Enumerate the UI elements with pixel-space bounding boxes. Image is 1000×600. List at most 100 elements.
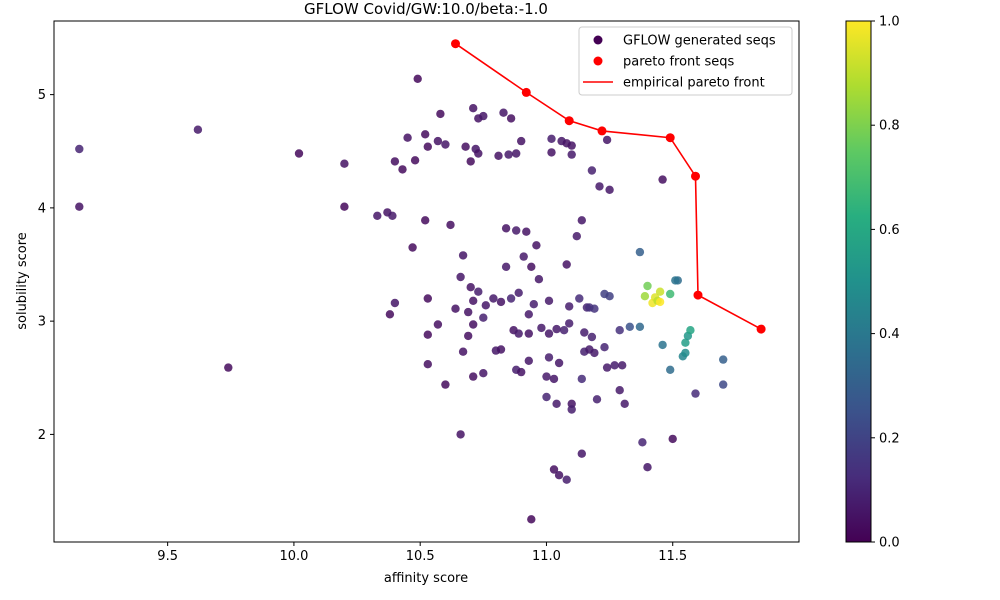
scatter-point	[549, 374, 559, 384]
pareto-point	[597, 126, 607, 136]
scatter-point	[554, 471, 564, 480]
scatter-point	[501, 262, 511, 271]
scatter-point	[542, 372, 551, 381]
scatter-point	[559, 326, 569, 335]
scatter-point	[469, 296, 478, 305]
scatter-point	[562, 475, 571, 484]
scatter-point	[512, 226, 521, 235]
scatter-point	[423, 360, 432, 369]
scatter-point	[403, 133, 412, 142]
legend: GFLOW generated seqs pareto front seqs e…	[578, 26, 793, 96]
colorbar-tick-label: 0.0	[879, 536, 900, 551]
scatter-point	[456, 272, 465, 282]
scatter-point	[524, 356, 533, 365]
scatter-point	[469, 104, 478, 113]
scatter-point	[577, 216, 586, 225]
scatter-point	[294, 149, 304, 158]
scatter-point	[456, 430, 465, 439]
pareto-point	[521, 87, 531, 97]
scatter-point	[514, 288, 523, 297]
x-tick-label: 10.0	[279, 549, 308, 564]
scatter-point	[501, 224, 511, 233]
x-tick-label: 9.5	[157, 549, 178, 564]
colorbar-tick-label: 0.6	[879, 223, 900, 238]
scatter-point	[681, 348, 690, 358]
scatter-point	[562, 260, 571, 269]
scatter-point	[527, 515, 536, 524]
scatter-point	[587, 332, 597, 342]
scatter-point	[686, 326, 695, 335]
y-tick-label: 5	[38, 88, 46, 103]
colorbar-tick-label: 1.0	[879, 15, 900, 30]
scatter-point	[592, 395, 602, 404]
legend-label-front: empirical pareto front	[623, 76, 765, 91]
pareto-point	[693, 290, 703, 300]
scatter-point	[655, 287, 665, 296]
scatter-point	[441, 380, 450, 389]
scatter-point	[496, 345, 506, 354]
scatter-point	[506, 294, 516, 303]
scatter-point	[668, 434, 677, 444]
scatter-point	[577, 449, 586, 458]
legend-label-pareto: pareto front seqs	[623, 55, 735, 70]
colorbar-gradient	[845, 20, 872, 543]
scatter-point	[421, 130, 430, 139]
colorbar-tick-label: 0.2	[879, 431, 900, 446]
scatter-point	[458, 347, 468, 356]
scatter-point	[620, 399, 629, 408]
scatter-point	[469, 372, 478, 381]
colorbar-ticks: 0.0 0.2 0.4 0.6 0.8 1.0	[871, 15, 900, 551]
legend-marker-pareto	[593, 56, 603, 66]
scatter-point	[552, 324, 561, 334]
scatter-point	[373, 211, 382, 220]
scatter-point	[390, 298, 400, 308]
scatter-point	[489, 294, 498, 303]
colorbar-tick-label: 0.8	[879, 119, 900, 134]
scatter-point	[517, 367, 526, 377]
scatter-point	[458, 251, 468, 260]
x-tick-label: 11.0	[532, 549, 561, 564]
scatter-point	[436, 109, 445, 119]
scatter-point	[529, 300, 538, 309]
x-tick-label: 10.5	[406, 549, 435, 564]
scatter-point	[615, 386, 624, 395]
scatter-point	[496, 297, 506, 307]
chart-title: GFLOW Covid/GW:10.0/beta:-1.0	[304, 0, 548, 18]
scatter-point	[408, 243, 417, 252]
scatter-point	[423, 142, 432, 151]
scatter-point	[600, 343, 609, 352]
scatter-point	[410, 156, 420, 165]
scatter-point	[671, 276, 680, 285]
x-axis-label: affinity score	[384, 571, 468, 586]
scatter-point	[655, 297, 665, 307]
scatter-point	[590, 348, 599, 358]
scatter-point	[542, 392, 551, 402]
scatter-point	[532, 241, 541, 250]
scatter-point	[643, 463, 652, 472]
scatter-point	[544, 296, 554, 305]
scatter-point	[618, 361, 627, 370]
scatter-point	[640, 292, 650, 301]
legend-box	[578, 26, 793, 96]
colorbar-tick-label: 0.4	[879, 327, 900, 342]
scatter-point	[615, 326, 624, 335]
scatter-point	[446, 220, 455, 230]
scatter-point	[514, 329, 523, 338]
scatter-point	[658, 175, 667, 184]
legend-marker-generated	[593, 35, 603, 45]
scatter-point	[565, 302, 574, 311]
scatter-point	[552, 399, 561, 408]
y-axis-label: solubility score	[15, 232, 30, 330]
colorbar: 0.0 0.2 0.4 0.6 0.8 1.0	[845, 15, 900, 551]
scatter-point	[479, 369, 488, 378]
scatter-point	[691, 389, 700, 398]
scatter-point	[466, 157, 475, 166]
scatter-point	[423, 330, 432, 339]
scatter-point	[625, 322, 634, 331]
scatter-point	[577, 374, 586, 384]
scatter-point	[385, 310, 395, 319]
y-tick-label: 3	[38, 315, 46, 330]
y-axis: 2 3 4 5	[38, 88, 54, 443]
scatter-point	[534, 275, 544, 284]
